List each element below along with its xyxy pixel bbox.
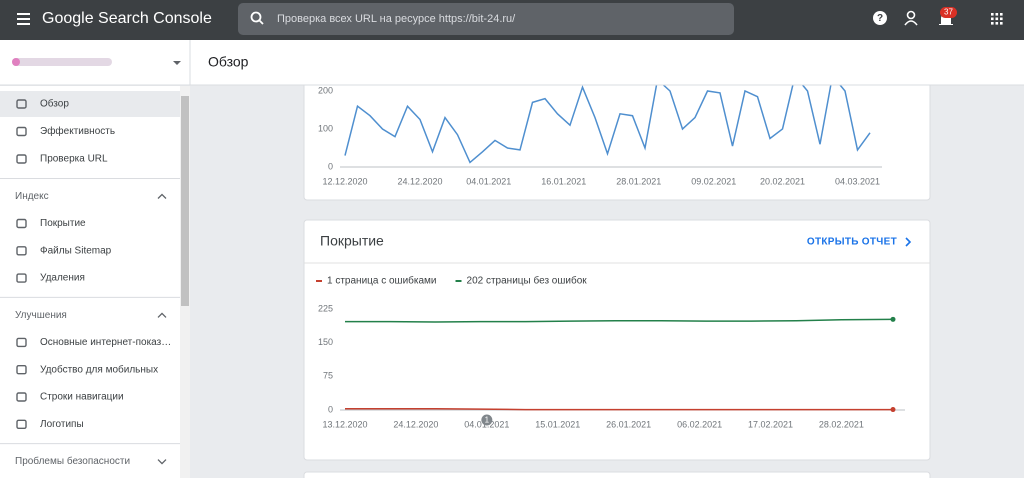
y-tick-label: 0: [328, 404, 333, 414]
x-tick-label: 20.02.2021: [760, 176, 805, 186]
x-tick-label: 15.01.2021: [535, 419, 580, 429]
nav-icon: [16, 419, 27, 429]
search-icon: [250, 11, 262, 23]
property-icon: [12, 58, 20, 66]
nav-icon: [16, 218, 27, 229]
collapse-icon[interactable]: [157, 193, 167, 199]
x-tick-label: 06.02.2021: [677, 419, 722, 429]
nav-icon: [16, 273, 27, 283]
x-tick-label: 24.12.2020: [397, 176, 442, 186]
end-point: [890, 407, 896, 413]
nav-icon: [16, 154, 27, 164]
nav-item[interactable]: Покрытие: [40, 218, 86, 229]
x-tick-label: 04.03.2021: [835, 176, 880, 186]
nav-icon: [16, 337, 27, 348]
nav-section[interactable]: Индекс: [15, 191, 49, 202]
apps-dot[interactable]: [991, 13, 994, 16]
nav-item[interactable]: Удаления: [40, 273, 85, 284]
y-tick-label: 150: [318, 337, 333, 347]
apps-dot[interactable]: [991, 22, 994, 25]
sidebar-bg: [0, 86, 190, 478]
x-tick-label: 13.12.2020: [322, 419, 367, 429]
collapse-icon[interactable]: [157, 459, 167, 465]
performance-chart: 0 100 200 12.12.2020 24.12.2020 04.01.2021 16.…: [318, 74, 882, 186]
property-selector[interactable]: [12, 58, 112, 66]
nav-icon: [16, 126, 27, 137]
nav-item[interactable]: Проверка URL: [40, 154, 108, 165]
apps-dot[interactable]: [1000, 22, 1003, 25]
scrollbar-thumb[interactable]: [181, 96, 189, 306]
data-line: [345, 407, 893, 411]
open-report-link[interactable]: ОТКРЫТЬ ОТЧЕТ: [807, 237, 897, 248]
x-tick-label: 17.02.2021: [748, 419, 793, 429]
badge: [940, 7, 957, 18]
coverage-chart: 07515022513.12.202024.12.202004.01.20211…: [316, 275, 905, 429]
x-tick-label: 16.01.2021: [541, 176, 586, 186]
apps-dot[interactable]: [995, 22, 999, 25]
nav-icon: [16, 365, 27, 375]
end-point: [890, 316, 896, 322]
nav-item[interactable]: Основные интернет-показ…: [40, 337, 171, 348]
nav-section[interactable]: Проблемы безопасности: [15, 455, 130, 467]
apps-dot[interactable]: [995, 17, 999, 21]
nav-item[interactable]: Файлы Sitemap: [40, 245, 112, 256]
apps-dot[interactable]: [991, 17, 994, 21]
search-placeholder[interactable]: Проверка всех URL на ресурсе https://bit…: [277, 13, 516, 25]
users-icon[interactable]: [906, 10, 916, 20]
nav-item[interactable]: Эффективность: [40, 125, 115, 137]
y-tick-label: 225: [318, 303, 333, 313]
nav-item[interactable]: Логотипы: [40, 419, 84, 430]
sidebar: Обзор Эффективность Проверка URL Индекс Покр…: [0, 86, 190, 478]
x-tick-label: 09.02.2021: [691, 176, 736, 186]
y-tick-label: 75: [323, 371, 333, 381]
help-icon-glyph: ?: [877, 13, 883, 24]
nav-icon: [16, 246, 27, 256]
annotation-label[interactable]: 1: [485, 416, 490, 425]
menu-icon[interactable]: [17, 13, 30, 25]
x-tick-label: 26.01.2021: [606, 419, 651, 429]
nav-item[interactable]: Обзор: [40, 98, 69, 110]
card-title: Покрытие: [320, 233, 384, 249]
data-line: [345, 318, 894, 323]
page-title: Обзор: [208, 54, 249, 70]
nav-section[interactable]: Улучшения: [15, 310, 67, 321]
x-tick-label: 12.12.2020: [322, 176, 367, 186]
page-header: [0, 40, 1024, 85]
apps-dot[interactable]: [995, 13, 999, 16]
legend-label[interactable]: 202 страницы без ошибок: [467, 275, 588, 287]
nav-item[interactable]: Строки навигации: [40, 392, 124, 403]
y-tick-label: 0: [328, 161, 333, 171]
notification-count: 37: [944, 8, 953, 17]
apps-dot[interactable]: [1000, 13, 1003, 16]
legend-label[interactable]: 1 страница с ошибками: [327, 275, 437, 287]
annotation-marker[interactable]: [481, 414, 493, 426]
users-icon: [904, 20, 918, 26]
y-tick-label: 100: [318, 123, 333, 133]
next-card: [303, 471, 931, 478]
apps-icon[interactable]: [991, 13, 1003, 25]
x-tick-label: 28.02.2021: [819, 419, 864, 429]
dropdown-icon[interactable]: [173, 61, 181, 65]
apps-dot[interactable]: [1000, 17, 1003, 21]
help-icon[interactable]: [873, 11, 887, 25]
nav-icon: [16, 392, 27, 402]
search-box[interactable]: [238, 3, 734, 35]
chevron-icon[interactable]: [905, 237, 912, 247]
search-icon: [258, 19, 264, 25]
x-tick-label: 28.01.2021: [616, 176, 661, 186]
x-tick-label: 24.12.2020: [393, 419, 438, 429]
collapse-icon[interactable]: [157, 312, 167, 318]
data-line: [344, 74, 871, 164]
content: Покрытие ОТКРЫТЬ ОТЧЕТ 0 100 200 12.12.2020…: [303, 59, 931, 478]
nav-item[interactable]: Удобство для мобильных: [40, 363, 158, 375]
x-tick-label: 04.01.2021: [466, 176, 511, 186]
y-tick-label: 200: [318, 85, 333, 95]
nav-icon: [16, 99, 27, 109]
nav-selected: [0, 91, 180, 117]
product-name[interactable]: Google Search Console: [42, 10, 212, 27]
